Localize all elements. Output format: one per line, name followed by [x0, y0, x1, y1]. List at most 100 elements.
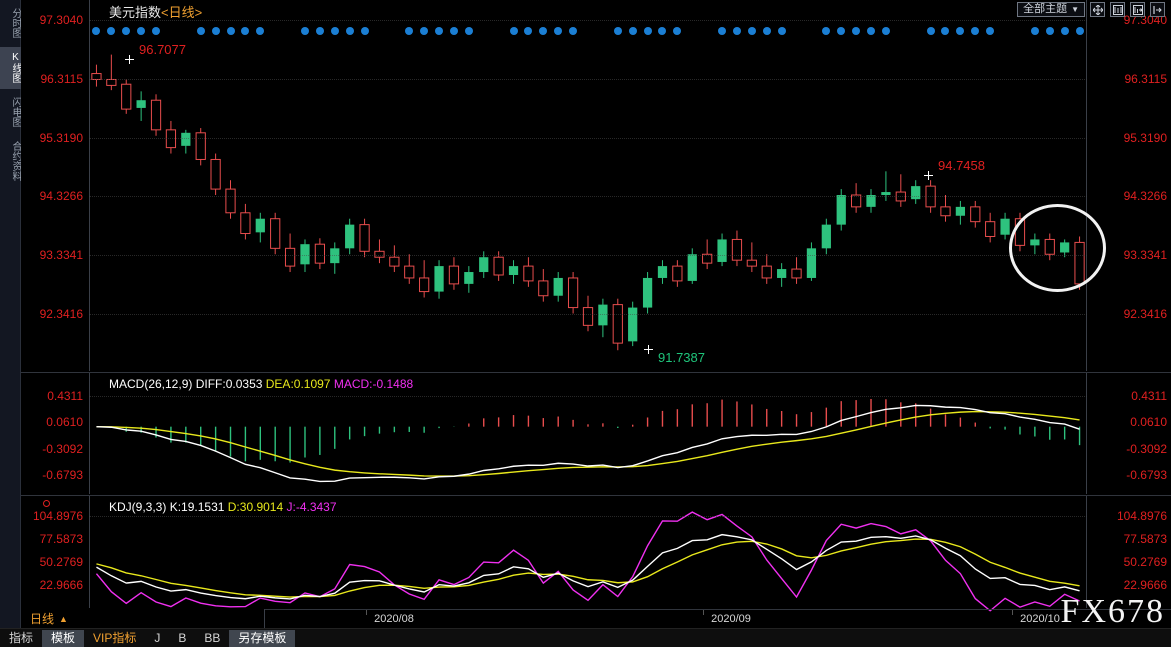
toolbar-item-indicators[interactable]: 指标 — [9, 630, 34, 645]
sidebar-item-timeshare[interactable]: 分时图 — [10, 8, 21, 38]
price-axis-label-left: 94.3266 — [39, 189, 83, 204]
toolbar-item-bb[interactable]: BB — [204, 630, 221, 645]
toolbar-item-j[interactable]: J — [154, 630, 161, 645]
price-axis-label-left: 97.3040 — [39, 13, 83, 27]
theme-dropdown[interactable]: 全部主题 ▼ — [1017, 2, 1085, 17]
price-axis-label-right: 95.3190 — [1123, 130, 1167, 145]
session-dot — [315, 27, 324, 35]
timeframe-indicator[interactable]: 日线 ▲ — [21, 609, 265, 628]
date-axis-label: 2020/09 — [711, 613, 751, 625]
session-dot — [926, 27, 935, 35]
price-gridline — [89, 78, 1087, 80]
chart-symbol: 美元指数 — [109, 5, 162, 20]
macd-axis-label-left: 0.0610 — [46, 415, 83, 430]
session-dot — [971, 27, 980, 35]
macd-panel[interactable]: MACD(26,12,9) DIFF:0.0353 DEA:0.1097 MAC… — [21, 372, 1171, 494]
marker-crosshair-icon — [924, 171, 933, 180]
toolbar-item-vip-indicators[interactable]: VIP指标 — [93, 630, 137, 645]
kdj-axis-label-left: 22.9666 — [39, 578, 83, 592]
kdj-axis-label-right: 77.5873 — [1123, 531, 1167, 546]
session-dot — [1060, 27, 1069, 35]
session-dot — [211, 27, 220, 35]
session-dot-row — [89, 27, 1087, 36]
session-dot — [747, 27, 756, 35]
session-dot — [122, 27, 131, 35]
jump-latest-icon[interactable] — [1150, 2, 1165, 17]
sidebar-item-lightning[interactable]: 闪电图 — [10, 97, 21, 127]
triangle-up-icon: ▲ — [59, 613, 68, 624]
fit-right-icon[interactable] — [1130, 2, 1145, 17]
bottom-toolbar[interactable]: 指标 模板 VIP指标 J B BB 另存模板 — [0, 628, 1171, 647]
toolbar-item-b[interactable]: B — [178, 630, 187, 645]
date-tick — [366, 610, 367, 615]
macd-diff-value: DIFF:0.0353 — [195, 377, 263, 391]
price-axis-label-right: 96.3115 — [1124, 71, 1168, 86]
price-gridline — [89, 314, 1087, 315]
session-dot — [1030, 27, 1039, 35]
price-chart-panel[interactable]: 美元指数<日线> 全部主题 ▼ 97.3040 97.3040 96.3115 96.… — [21, 0, 1171, 371]
kdj-label: KDJ(9,3,3) — [109, 500, 167, 514]
watermark: FX678 — [1060, 593, 1165, 630]
timeframe-label: 日线 — [30, 612, 55, 626]
macd-gridline — [89, 396, 1087, 397]
session-dot — [464, 27, 473, 35]
marker-crosshair-icon — [644, 345, 653, 354]
macd-label: MACD(26,12,9) — [109, 377, 193, 391]
kdj-gridline — [89, 516, 1087, 517]
macd-axis-label-right: -0.3092 — [1126, 441, 1167, 456]
price-gridline — [89, 137, 1087, 139]
price-axis-label-right: 94.3266 — [1123, 189, 1167, 204]
sidebar-item-candlestick[interactable]: K线图 — [0, 47, 21, 89]
session-dot — [554, 27, 563, 35]
toolbar-item-save-template[interactable]: 另存模板 — [229, 629, 296, 647]
kdj-panel[interactable]: KDJ(9,3,3) K:19.1531 D:30.9014 J:-4.3437… — [21, 495, 1171, 612]
session-dot — [673, 27, 682, 35]
session-dot — [986, 27, 995, 35]
price-axis-label-right: 93.3341 — [1123, 248, 1167, 263]
session-dot — [822, 27, 831, 35]
kdj-j-value: J:-4.3437 — [286, 500, 337, 514]
fit-left-icon[interactable] — [1110, 2, 1125, 17]
kdj-d-value: D:30.9014 — [227, 500, 284, 514]
date-axis-label: 2020/08 — [374, 613, 414, 625]
session-dot — [360, 27, 369, 35]
macd-axis-label-left: 0.4311 — [47, 389, 83, 403]
kdj-axis-label-right: 22.9666 — [1123, 578, 1167, 592]
macd-axis-label-left: -0.3092 — [42, 441, 83, 456]
kdj-record-icon — [43, 500, 50, 507]
date-tick — [703, 610, 704, 615]
session-dot — [613, 27, 622, 35]
session-dot — [345, 27, 354, 35]
kdj-k-value: K:19.1531 — [169, 500, 225, 514]
session-dot — [241, 27, 250, 35]
date-axis: 2020/08 2020/09 2020/10 — [21, 609, 1171, 628]
macd-axis-label-right: -0.6793 — [1126, 468, 1167, 482]
session-dot — [881, 27, 890, 35]
price-axis-label-right: 92.3416 — [1123, 307, 1167, 321]
session-dot — [226, 27, 235, 35]
session-dot — [435, 27, 444, 35]
session-dot — [539, 27, 548, 35]
macd-axis-label-right: 0.0610 — [1130, 415, 1167, 430]
price-gridline — [89, 255, 1087, 257]
session-dot — [956, 27, 965, 35]
toolbar-item-template[interactable]: 模板 — [42, 629, 85, 647]
chart-title: 美元指数<日线> — [109, 2, 202, 21]
price-axis-label-left: 92.3416 — [39, 307, 83, 321]
session-dot — [837, 27, 846, 35]
session-dot — [509, 27, 518, 35]
session-dot — [1045, 27, 1054, 35]
price-gridline — [89, 20, 1087, 21]
top-right-toolbar[interactable]: 全部主题 ▼ — [1017, 2, 1165, 17]
sidebar-item-contract-info[interactable]: 合约资料 — [10, 141, 21, 181]
macd-legend: MACD(26,12,9) DIFF:0.0353 DEA:0.1097 MAC… — [109, 377, 413, 391]
macd-series — [96, 398, 1081, 483]
session-dot — [420, 27, 429, 35]
chart-timeframe: <日线> — [161, 5, 203, 20]
theme-dropdown-label: 全部主题 — [1023, 3, 1068, 15]
kdj-plot-frame — [89, 496, 1087, 608]
macd-dea-value: DEA:0.1097 — [265, 377, 331, 391]
candlestick-series — [91, 54, 1085, 351]
kdj-legend: KDJ(9,3,3) K:19.1531 D:30.9014 J:-4.3437 — [109, 500, 337, 514]
crosshair-move-icon[interactable] — [1090, 2, 1105, 17]
